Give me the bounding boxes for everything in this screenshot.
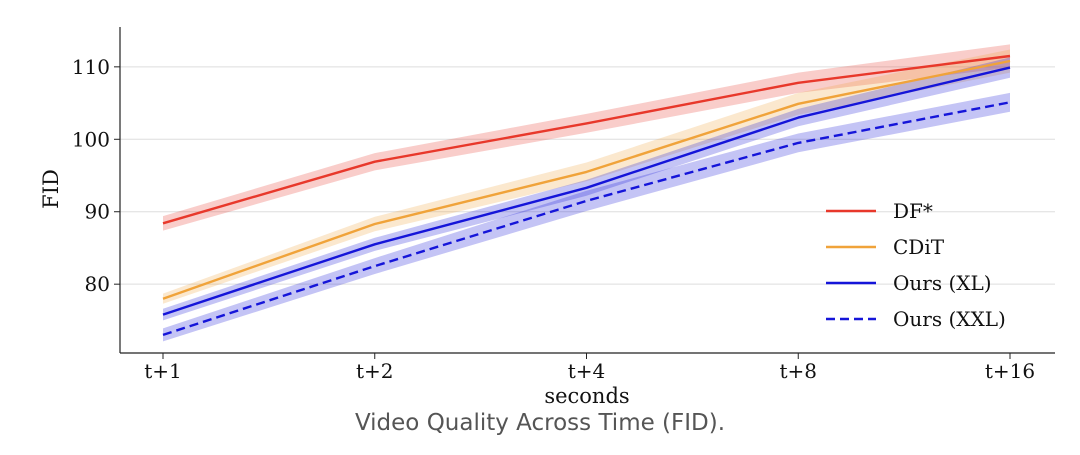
y-axis-label: FID [39, 169, 63, 209]
x-ticks: t+1 t+2 t+4 t+8 t+16 [144, 353, 1035, 383]
figure-caption: Video Quality Across Time (FID). [354, 410, 726, 436]
axes [119, 27, 1055, 354]
line-ours-xl [162, 66, 1011, 316]
y-ticks: 80 90 100 110 [72, 55, 120, 296]
legend: DF* CDiT Ours (XL) Ours (XXL) [826, 199, 1006, 331]
y-tick-label: 110 [72, 55, 110, 79]
x-tick-label: t+2 [356, 359, 394, 383]
line-df [162, 54, 1011, 225]
x-axis-label: seconds [544, 384, 629, 408]
x-tick-label: t+1 [144, 359, 182, 383]
gridlines [120, 66, 1055, 285]
series-lines [162, 54, 1011, 337]
confidence-bands [163, 44, 1010, 342]
band-df [163, 44, 1010, 231]
x-tick-label: t+8 [779, 359, 817, 383]
y-tick-label: 80 [85, 272, 110, 296]
legend-label: Ours (XL) [893, 271, 992, 295]
y-tick-label: 90 [85, 200, 110, 224]
x-tick-label: t+16 [985, 359, 1035, 383]
band-ours-xxl [163, 92, 1010, 342]
legend-label: Ours (XXL) [893, 307, 1006, 331]
x-tick-label: t+4 [568, 359, 606, 383]
legend-label: DF* [893, 199, 933, 223]
line-cdit [162, 59, 1011, 300]
line-ours-xxl [162, 101, 1011, 337]
y-tick-label: 100 [72, 127, 110, 151]
legend-label: CDiT [893, 235, 945, 259]
band-cdit [163, 49, 1010, 304]
